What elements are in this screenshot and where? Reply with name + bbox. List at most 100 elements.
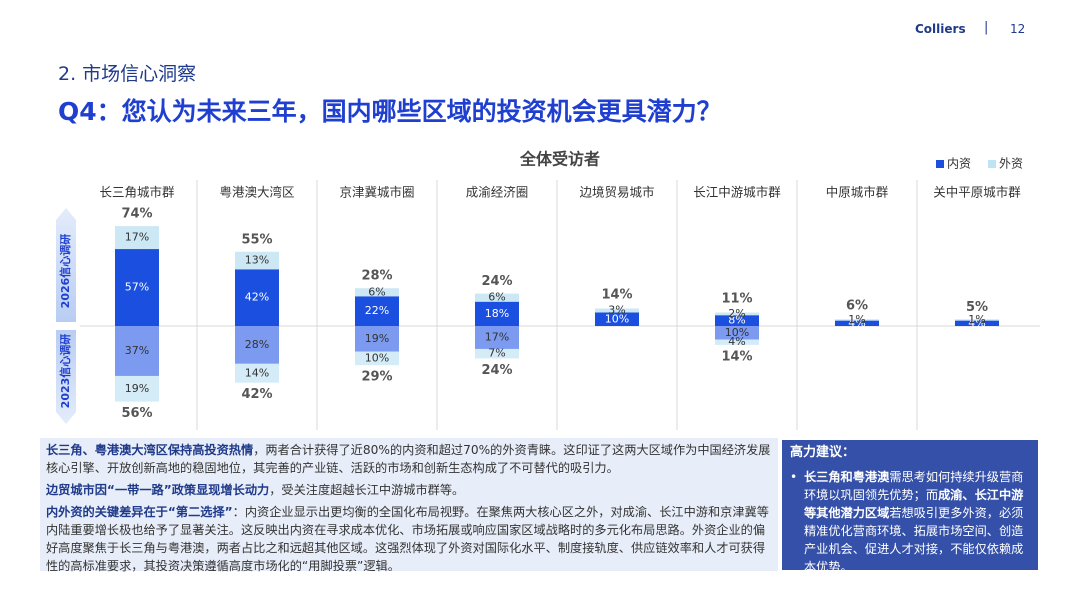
value-label: 37%: [125, 344, 149, 357]
total-label: 5%: [966, 300, 988, 315]
category-label: 长三角城市群: [99, 185, 175, 200]
page-number: 12: [1010, 22, 1026, 36]
paragraph: 长三角、粤港澳大湾区保持高投资热情，两者合计获得了近80%的内资和超过70%的外…: [46, 441, 772, 477]
advice-title: 高力建议：: [790, 445, 856, 460]
value-label: 1%: [968, 313, 985, 326]
bar-segment: [715, 312, 759, 316]
total-label: 74%: [121, 207, 152, 222]
value-label: 10%: [725, 326, 749, 339]
value-label: 18%: [485, 307, 509, 320]
advice-item: • 长三角和粤港澳需思考如何持续升级营商环境以巩固领先优势；而成渝、长江中游等其他…: [790, 468, 1030, 576]
total-label: 56%: [121, 406, 152, 421]
bar-segment: [235, 269, 279, 326]
advice-text: 长三角和粤港澳需思考如何持续升级营商环境以巩固领先优势；而成渝、长江中游等其他潜…: [804, 468, 1030, 576]
advice-segment: 若想吸引更多外资，必须精准优化营商环境、拓展市场空间、创造产业机会、促进人才对接…: [804, 506, 1024, 574]
value-label: 42%: [245, 291, 269, 304]
value-label: 6%: [368, 285, 385, 298]
bar-segment: [715, 326, 759, 340]
bar-segment: [355, 296, 399, 326]
paragraph-text: ：内资企业显示出更均衡的全国化布局视野。在聚焦两大核心区之外，对成渝、长江中游和…: [46, 505, 769, 573]
bar-segment: [355, 288, 399, 297]
category-label: 粤港澳大湾区: [219, 185, 294, 200]
section-title: 2. 市场信心洞察: [58, 63, 197, 85]
bar-segment: [115, 226, 159, 250]
bar-segment: [115, 249, 159, 326]
bar-segment: [595, 308, 639, 313]
insights-box: 长三角、粤港澳大湾区保持高投资热情，两者合计获得了近80%的内资和超过70%的外…: [40, 438, 778, 573]
total-label: 24%: [481, 363, 512, 378]
category-label: 中原城市群: [826, 185, 889, 200]
total-label: 6%: [846, 298, 868, 313]
value-label: 28%: [245, 338, 269, 351]
legend-label: 外资: [999, 157, 1023, 171]
total-label: 28%: [361, 269, 392, 284]
category-label: 长江中游城市群: [693, 185, 781, 200]
total-label: 42%: [241, 387, 272, 402]
bar-segment: [715, 339, 759, 345]
advice-segment: 需思考如何持续升级营商环境以巩固领先优势；而: [804, 470, 1024, 502]
bar-segment: [955, 320, 999, 326]
category-label: 关中平原城市群: [933, 185, 1021, 200]
bar-segment: [235, 251, 279, 270]
bar-segment: [235, 363, 279, 383]
value-label: 10%: [365, 351, 389, 364]
bar-segment: [595, 312, 639, 326]
bar-segment: [955, 319, 999, 321]
total-label: 14%: [601, 288, 632, 303]
paragraph: 内外资的关键差异在于“第二选择”：内资企业显示出更均衡的全国化布局视野。在聚焦两…: [46, 503, 772, 575]
paragraph-text: ，两者合计获得了近80%的内资和超过70%的外资青睐。这印证了这两大区域作为中国…: [46, 443, 771, 475]
legend-swatch: [936, 160, 944, 168]
bar-segment: [355, 351, 399, 366]
paragraph: 边贸城市因“一带一路”政策显现增长动力，受关注度超越长江中游城市群等。: [46, 481, 772, 499]
bar-segment: [475, 301, 519, 326]
bar-segment: [355, 326, 399, 352]
bar-segment: [475, 348, 519, 359]
value-label: 6%: [488, 291, 505, 304]
divider: |: [984, 20, 989, 35]
total-label: 55%: [241, 232, 272, 247]
group-label: 2023信心调研: [58, 334, 72, 409]
category-label: 边境贸易城市: [579, 185, 654, 200]
value-label: 19%: [365, 332, 389, 345]
paragraph-lead: 边贸城市因“一带一路”政策显现增长动力: [46, 483, 270, 497]
value-label: 14%: [245, 366, 269, 379]
bar-segment: [235, 326, 279, 364]
paragraph-text: ，受关注度超越长江中游城市群等。: [269, 483, 465, 497]
bullet: •: [790, 470, 798, 484]
value-label: 7%: [488, 347, 505, 360]
value-label: 10%: [605, 312, 629, 325]
category-label: 京津冀城市圈: [339, 185, 414, 200]
bar-segment: [835, 320, 879, 326]
value-label: 1%: [848, 313, 865, 326]
paragraph-lead: 长三角、粤港澳大湾区保持高投资热情: [46, 443, 254, 457]
total-label: 11%: [721, 292, 752, 307]
value-label: 17%: [485, 330, 509, 343]
value-label: 17%: [125, 231, 149, 244]
group-label: 2026信心调研: [58, 234, 72, 309]
value-label: 2%: [728, 307, 745, 320]
brand: Colliers: [915, 22, 966, 36]
bar-segment: [475, 326, 519, 349]
value-label: 4%: [728, 335, 745, 348]
bar-segment: [835, 319, 879, 321]
question-title: Q4：您认为未来三年，国内哪些区域的投资机会更具潜力？: [58, 97, 722, 126]
advice-segment: 成渝、长江中游等其他潜力区域: [804, 488, 1024, 520]
value-label: 57%: [125, 281, 149, 294]
total-label: 24%: [481, 274, 512, 289]
value-label: 22%: [365, 304, 389, 317]
legend-label: 内资: [947, 157, 971, 171]
chart-title: 全体受访者: [519, 150, 600, 169]
paragraph-lead: 内外资的关键差异在于“第二选择”: [46, 505, 233, 519]
advice-segment: 长三角和粤港澳: [804, 470, 890, 484]
arrow-up: [56, 208, 76, 322]
total-label: 14%: [721, 349, 752, 364]
bar-segment: [475, 293, 519, 302]
bar-segment: [115, 375, 159, 402]
category-label: 成渝经济圈: [466, 185, 529, 200]
value-label: 8%: [728, 314, 745, 327]
value-label: 3%: [608, 303, 625, 316]
arrow-down: [56, 330, 76, 424]
total-label: 29%: [361, 370, 392, 385]
